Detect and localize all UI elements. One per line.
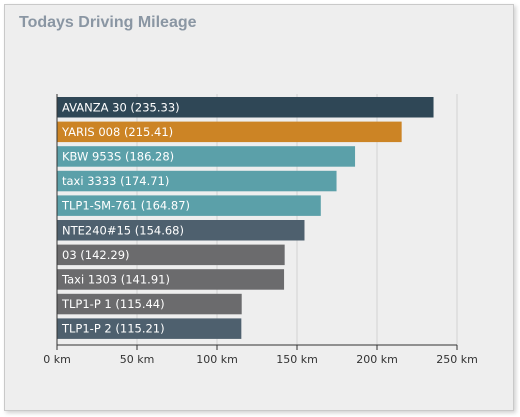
bar-label: TLP1-P 2 (115.21)	[61, 322, 165, 336]
bar-label: Taxi 1303 (141.91)	[61, 272, 170, 286]
bar-label: TLP1-SM-761 (164.87)	[61, 199, 190, 213]
bar[interactable]	[57, 220, 305, 241]
bar[interactable]	[57, 146, 356, 167]
bar-label: 03 (142.29)	[62, 248, 130, 262]
bar[interactable]	[57, 269, 285, 290]
bar[interactable]	[57, 97, 434, 118]
bar[interactable]	[57, 318, 242, 339]
x-tick-label: 50 km	[120, 353, 155, 366]
x-tick-label: 0 km	[43, 353, 71, 366]
bar-label: YARIS 008 (215.41)	[61, 125, 173, 139]
bar[interactable]	[57, 293, 242, 315]
x-tick-label: 100 km	[196, 353, 238, 366]
bar[interactable]	[57, 195, 321, 216]
bar-label: AVANZA 30 (235.33)	[62, 100, 180, 114]
x-tick-label: 200 km	[356, 353, 398, 366]
bar-label: taxi 3333 (174.71)	[62, 174, 169, 188]
x-tick-label: 150 km	[276, 353, 318, 366]
bar-label: KBW 953S (186.28)	[62, 149, 174, 163]
bar[interactable]	[57, 170, 337, 192]
bar[interactable]	[57, 244, 285, 266]
chart-title: Todays Driving Mileage	[19, 14, 197, 31]
x-tick-label: 250 km	[436, 353, 478, 366]
bar-label: NTE240#15 (154.68)	[62, 223, 184, 237]
bar[interactable]	[57, 121, 402, 143]
bar-label: TLP1-P 1 (115.44)	[61, 297, 165, 311]
